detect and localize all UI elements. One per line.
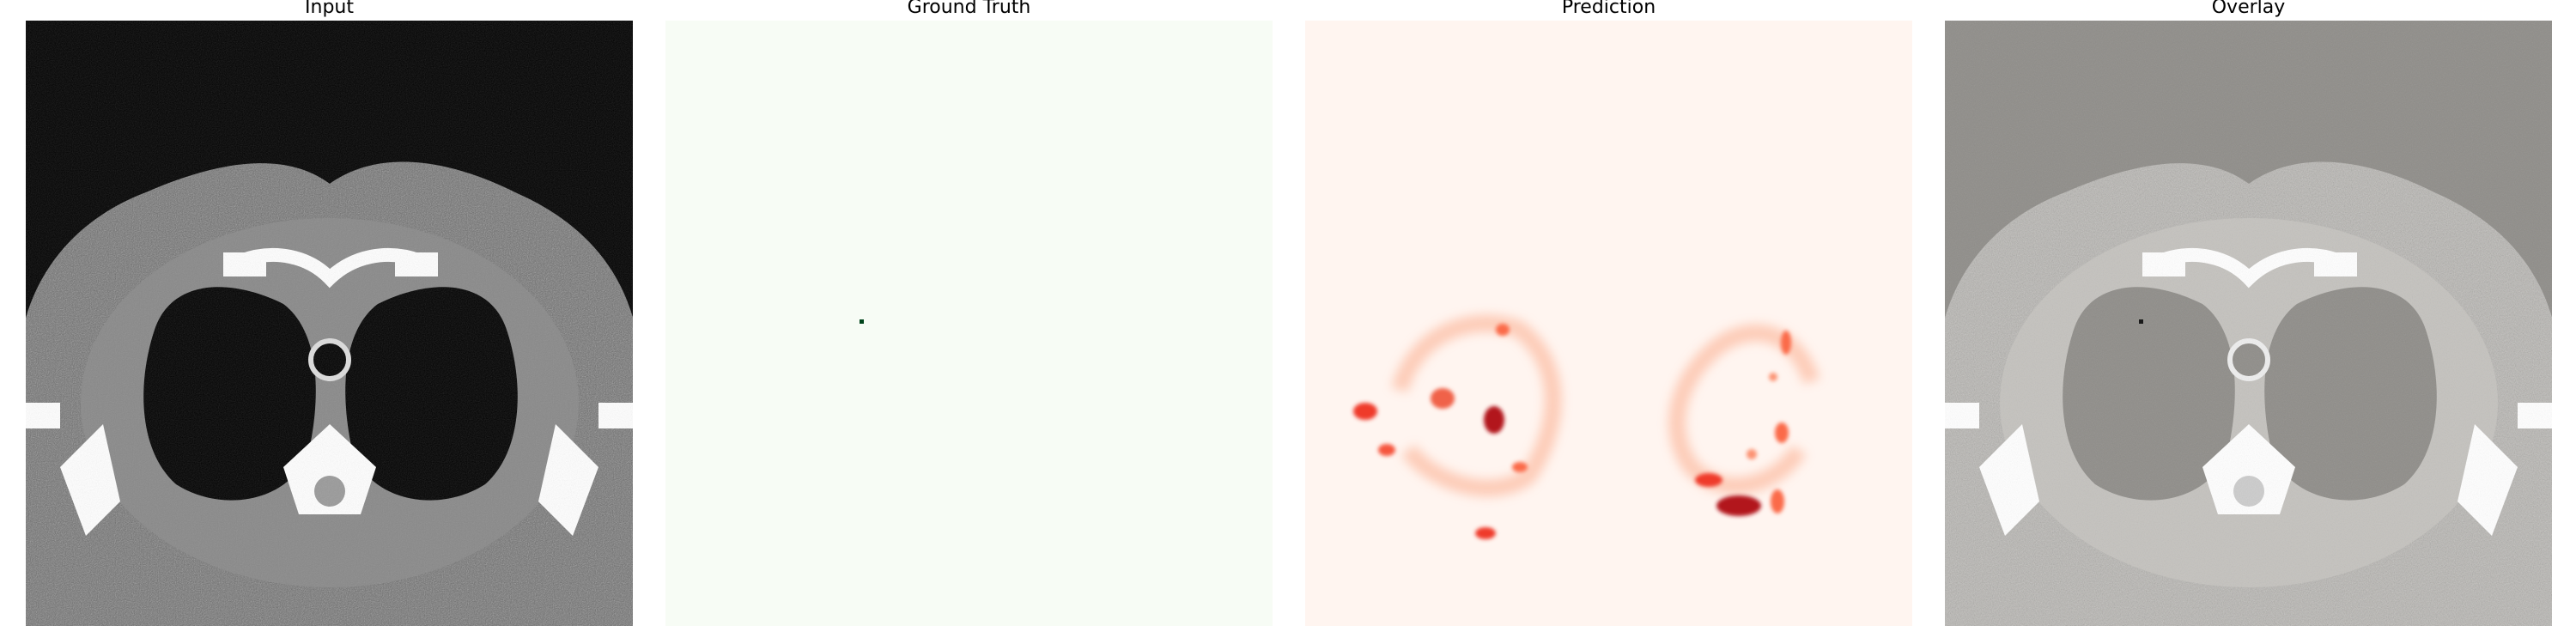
prediction-title: Prediction — [1561, 0, 1656, 18]
prediction-panel: Prediction — [1305, 0, 1912, 626]
overlay-title: Overlay — [2211, 0, 2286, 18]
ground-truth-lesion-marker — [860, 319, 864, 324]
ground-truth-title: Ground Truth — [907, 0, 1031, 18]
input-panel: Input — [26, 0, 633, 626]
overlay-lesion-marker — [2139, 319, 2143, 324]
input-ct-image — [26, 21, 633, 626]
overlay-image — [1945, 21, 2552, 626]
input-title: Input — [305, 0, 354, 18]
ground-truth-panel: Ground Truth — [665, 0, 1273, 626]
prediction-heatmap — [1305, 21, 1912, 626]
overlay-panel: Overlay — [1945, 0, 2552, 626]
ground-truth-mask — [665, 21, 1273, 626]
